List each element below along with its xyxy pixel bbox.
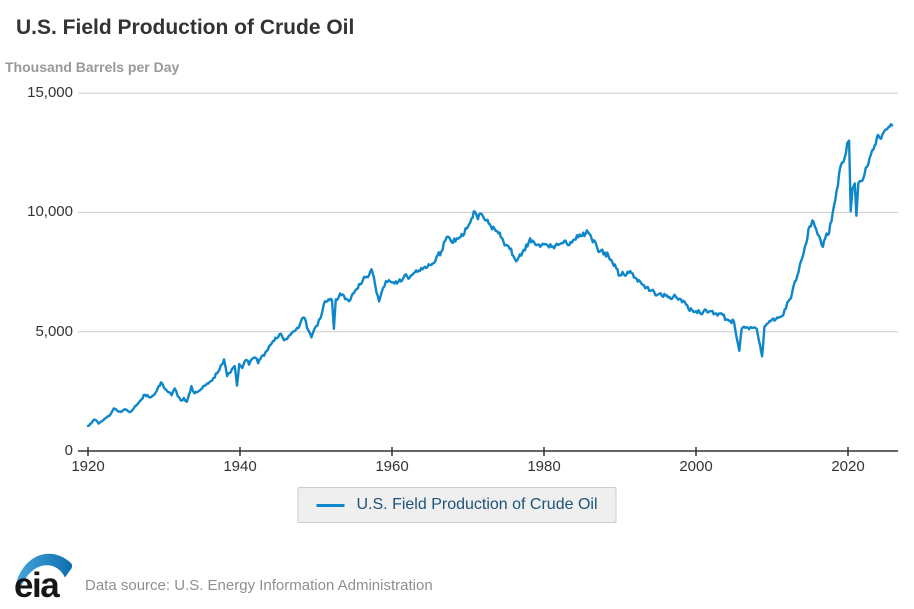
eia-logo[interactable]: eia bbox=[14, 549, 74, 605]
legend-item[interactable]: U.S. Field Production of Crude Oil bbox=[297, 487, 617, 523]
legend-line-swatch bbox=[316, 503, 345, 507]
x-tick-label: 2000 bbox=[679, 458, 713, 475]
data-source-text: Data source: U.S. Energy Information Adm… bbox=[85, 577, 433, 594]
x-tick-label: 1980 bbox=[527, 458, 561, 475]
eia-logo-text: eia bbox=[14, 566, 60, 605]
x-tick-label: 2020 bbox=[831, 458, 865, 475]
x-tick-label: 1940 bbox=[223, 458, 257, 475]
eia-logo-swoosh-icon bbox=[16, 553, 73, 587]
x-tick-label: 1920 bbox=[71, 458, 105, 475]
y-tick-label: 10,000 bbox=[27, 203, 73, 221]
y-tick-label: 15,000 bbox=[27, 84, 73, 102]
x-tick-label: 1960 bbox=[375, 458, 409, 475]
y-tick-label: 5,000 bbox=[35, 322, 73, 340]
units-subtitle: Thousand Barrels per Day bbox=[5, 59, 180, 75]
page-title: U.S. Field Production of Crude Oil bbox=[16, 16, 355, 39]
y-tick-label: 0 bbox=[64, 442, 73, 459]
legend-label: U.S. Field Production of Crude Oil bbox=[356, 496, 598, 513]
